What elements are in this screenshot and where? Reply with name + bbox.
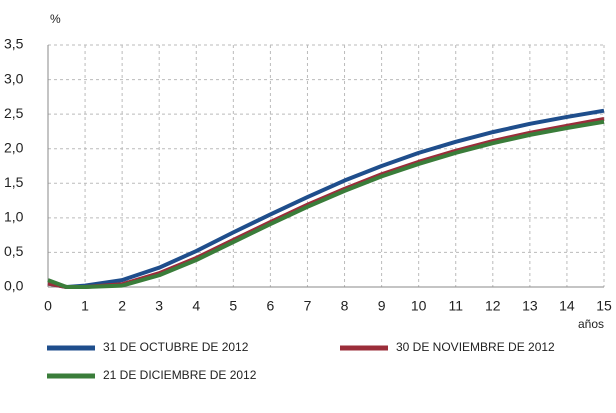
legend-label: 30 DE NOVIEMBRE DE 2012 [396,340,555,354]
y-tick-label: 2,0 [4,139,24,155]
y-tick-label: 2,5 [4,105,24,121]
y-tick-label: 1,5 [4,174,24,190]
x-tick-label: 7 [304,298,312,314]
legend-label: 21 DE DICIEMBRE DE 2012 [103,368,257,382]
series-line [47,117,605,289]
x-tick-label: 0 [44,298,52,314]
y-tick-label: 3,0 [4,70,24,86]
x-tick-label: 1 [81,298,89,314]
series-line [47,119,605,289]
x-tick-label: 9 [378,298,386,314]
x-tick-label: 10 [411,298,427,314]
x-axis-label: años [578,317,604,331]
x-tick-label: 6 [267,298,275,314]
x-tick-label: 11 [448,298,463,314]
y-tick-label: 0,5 [4,243,24,259]
x-tick-label: 15 [596,298,612,314]
legend-label: 31 DE OCTUBRE DE 2012 [103,340,249,354]
x-tick-label: 4 [192,298,200,314]
y-tick-label: 0,0 [4,278,24,294]
y-tick-label: 3,5 [4,36,24,52]
y-tick-label: 1,0 [4,209,24,225]
x-tick-label: 12 [485,298,501,314]
x-tick-label: 2 [118,298,126,314]
x-tick-label: 14 [559,298,575,314]
y-axis-label: % [50,12,61,26]
x-tick-label: 3 [155,298,163,314]
x-tick-label: 8 [341,298,349,314]
x-tick-label: 13 [522,298,538,314]
series-line [47,108,605,289]
x-tick-label: 5 [229,298,237,314]
